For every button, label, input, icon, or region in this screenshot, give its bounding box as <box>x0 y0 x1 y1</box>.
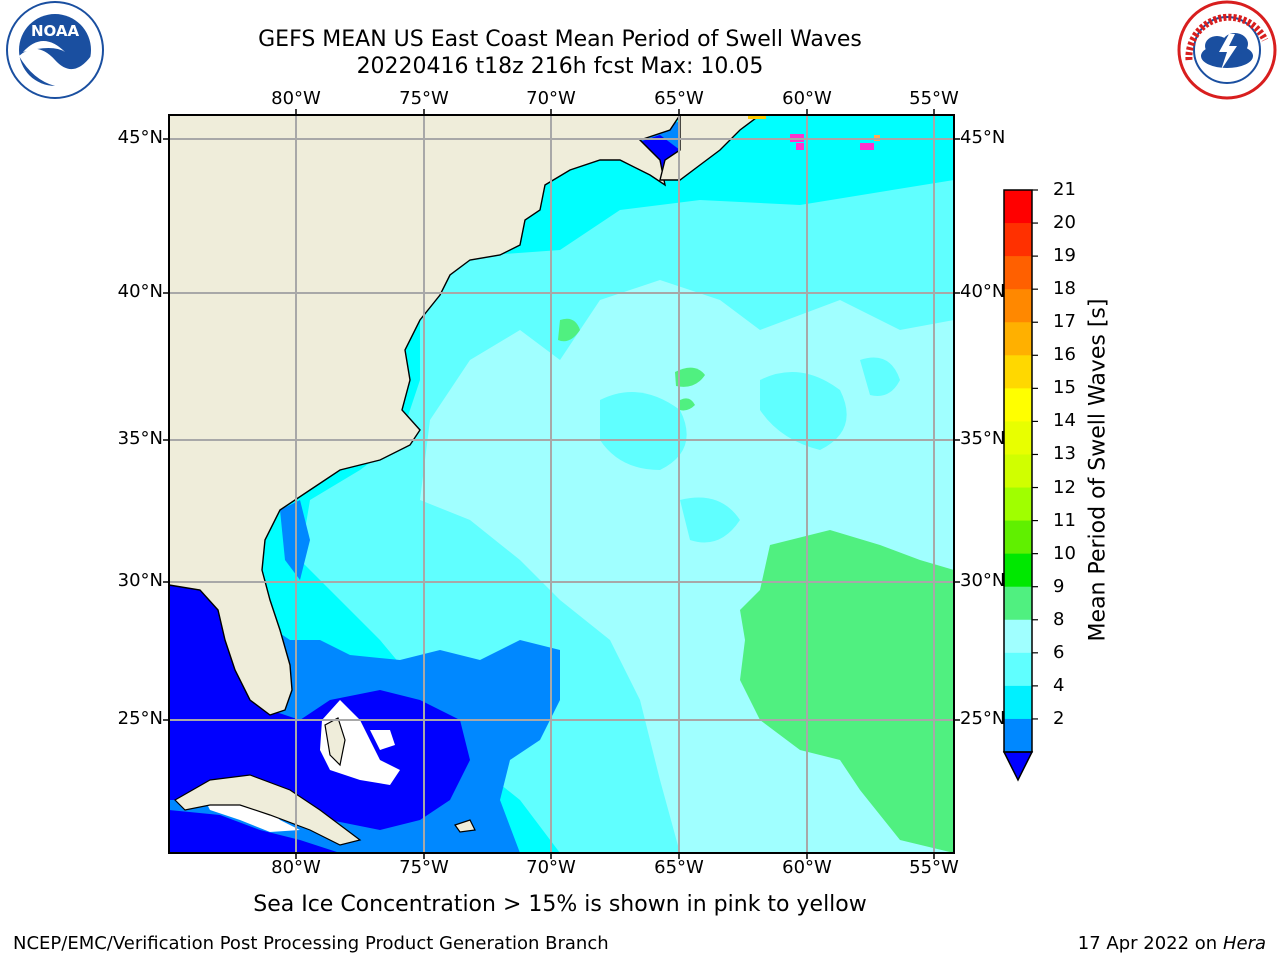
nws-logo <box>1177 0 1277 100</box>
lon-label-bottom: 70°W <box>526 857 576 878</box>
chart-title: GEFS MEAN US East Coast Mean Period of S… <box>258 27 862 52</box>
lat-label-left: 40°N <box>117 281 163 302</box>
lon-label-bottom: 60°W <box>782 857 832 878</box>
lon-label-top: 65°W <box>654 88 704 109</box>
colorbar-segment <box>1004 652 1032 687</box>
colorbar-title: Mean Period of Swell Waves [s] <box>1085 298 1111 642</box>
colorbar-tick-label: 11 <box>1053 509 1076 531</box>
colorbar-tick-label: 14 <box>1053 410 1076 432</box>
colorbar-segment <box>1004 718 1032 753</box>
colorbar-segment <box>1004 322 1032 356</box>
lat-label-left: 25°N <box>117 708 163 729</box>
colorbar-tick-label: 6 <box>1053 641 1065 663</box>
sea-ice-marker <box>796 143 804 150</box>
colorbar-tick-label: 20 <box>1053 212 1076 234</box>
colorbar-segment <box>1004 256 1032 290</box>
colorbar <box>1002 189 1038 782</box>
lat-label-left: 45°N <box>117 127 163 148</box>
lon-label-bottom: 65°W <box>654 857 704 878</box>
sea-ice-marker <box>748 115 766 119</box>
graticule <box>169 115 954 853</box>
footer-date: 17 Apr 2022 on Hera <box>1078 933 1266 954</box>
colorbar-tick-label: 2 <box>1053 707 1065 729</box>
chart-subtitle: 20220416 t18z 216h fcst Max: 10.05 <box>356 54 764 79</box>
colorbar-segment <box>1004 355 1032 389</box>
colorbar-tick-label: 21 <box>1053 179 1076 200</box>
footer-host: Hera <box>1222 933 1266 954</box>
colorbar-tick-label: 12 <box>1053 476 1076 498</box>
sea-ice-marker <box>860 143 874 150</box>
colorbar-under-triangle <box>1002 751 1034 782</box>
footer-credit: NCEP/EMC/Verification Post Processing Pr… <box>13 933 609 954</box>
colorbar-segment <box>1004 520 1032 555</box>
colorbar-segment <box>1004 388 1032 422</box>
lon-label-bottom: 75°W <box>399 857 449 878</box>
colorbar-segment <box>1004 223 1032 257</box>
colorbar-tick-label: 13 <box>1053 443 1076 465</box>
colorbar-tick-label: 4 <box>1053 674 1065 696</box>
colorbar-tick-label: 9 <box>1053 575 1065 597</box>
colorbar-tick-label: 10 <box>1053 542 1076 564</box>
colorbar-tick-label: 19 <box>1053 245 1076 267</box>
lon-label-bottom: 80°W <box>271 857 321 878</box>
lat-label-right: 30°N <box>960 570 1006 591</box>
colorbar-segment <box>1004 454 1032 489</box>
lat-label-right: 35°N <box>960 428 1006 449</box>
colorbar-frame <box>1003 189 1033 753</box>
colorbar-segment <box>1004 685 1032 720</box>
sea-ice-note: Sea Ice Concentration > 15% is shown in … <box>253 892 867 917</box>
colorbar-tick-label: 16 <box>1053 344 1076 366</box>
colorbar-tick-label: 15 <box>1053 377 1076 399</box>
lat-label-left: 30°N <box>117 570 163 591</box>
colorbar-segment <box>1004 619 1032 654</box>
lon-label-bottom: 55°W <box>909 857 959 878</box>
colorbar-tick-label: 18 <box>1053 278 1076 300</box>
lat-label-right: 45°N <box>960 127 1006 148</box>
colorbar-segment <box>1004 190 1032 224</box>
colorbar-segment <box>1004 553 1032 588</box>
lon-label-top: 80°W <box>271 88 321 109</box>
colorbar-tick-label: 8 <box>1053 608 1065 630</box>
lat-label-left: 35°N <box>117 428 163 449</box>
colorbar-segment <box>1004 487 1032 522</box>
colorbar-tick-label: 17 <box>1053 311 1076 333</box>
colorbar-segment <box>1004 289 1032 323</box>
lat-label-right: 40°N <box>960 281 1006 302</box>
lon-label-top: 75°W <box>399 88 449 109</box>
colorbar-segment <box>1004 421 1032 455</box>
map-frame <box>168 114 955 854</box>
lon-label-top: 70°W <box>526 88 576 109</box>
footer-date-text: 17 Apr 2022 on <box>1077 933 1223 954</box>
lat-label-right: 25°N <box>960 708 1006 729</box>
noaa-logo-text: NOAA <box>31 22 80 40</box>
swell-9-10s-region <box>740 530 954 853</box>
noaa-logo: NOAA <box>6 1 104 99</box>
lon-label-top: 60°W <box>782 88 832 109</box>
colorbar-segment <box>1004 586 1032 621</box>
lon-label-top: 55°W <box>909 88 959 109</box>
